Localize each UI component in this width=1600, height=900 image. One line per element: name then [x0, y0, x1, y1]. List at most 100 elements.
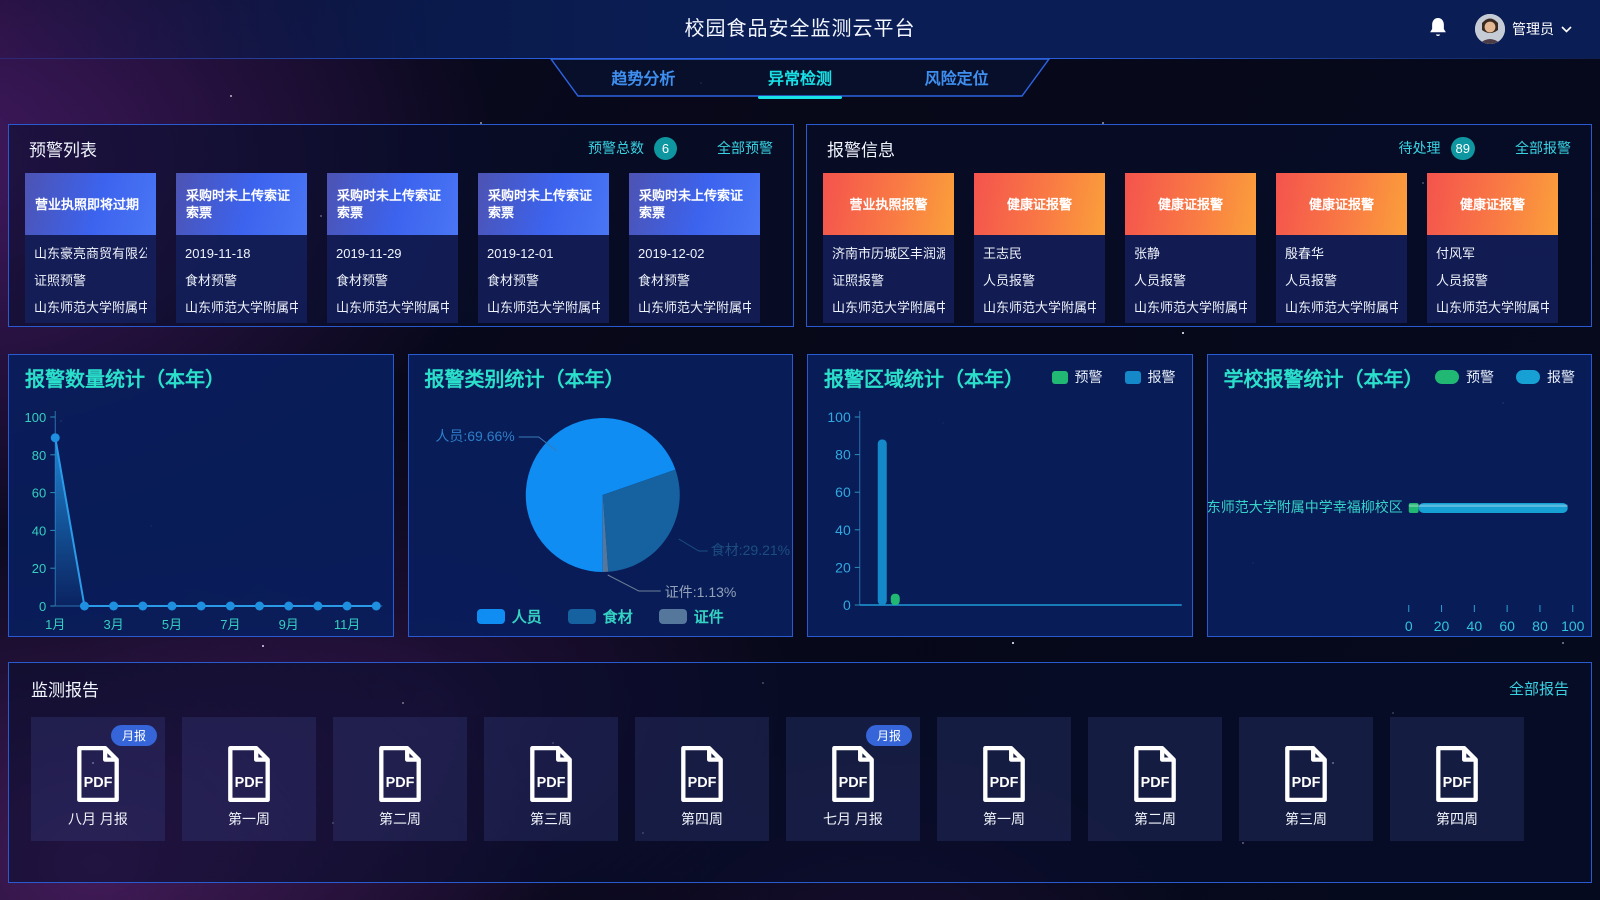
warning-card[interactable]: 采购时未上传索证索票 2019-11-29 食材预警 山东师范大学附属中...: [327, 173, 458, 323]
page-title: 校园食品安全监测云平台: [684, 18, 916, 40]
svg-text:PDF: PDF: [839, 775, 868, 791]
tab-anomaly-detection[interactable]: 异常检测: [757, 61, 842, 99]
school-alarm-chart-panel: 学校报警统计（本年） 预警 报警 山东师范大学附属中学幸福柳校区 0 20 40 60 8…: [1192, 354, 1592, 637]
tab-trend-analysis[interactable]: 趋势分析: [611, 71, 676, 88]
warning-card[interactable]: 营业执照即将过期 山东豪亮商贸有限公司 证照预警 山东师范大学附属中...: [25, 173, 156, 323]
svg-text:食材:29.21%: 食材:29.21%: [710, 542, 789, 558]
report-panel: 监测报告 全部报告 月报 PDF 八月 月报 PDF 第一周 PDF 第二周: [8, 662, 1592, 883]
alarm-card[interactable]: 健康证报警 付风军 人员报警 山东师范大学附属中...: [1427, 173, 1558, 323]
svg-text:5月: 5月: [162, 617, 182, 632]
pdf-icon: PDF: [1436, 745, 1478, 803]
report-card[interactable]: PDF 第二周: [333, 717, 467, 841]
pdf-icon: PDF: [681, 745, 723, 803]
alarm-card[interactable]: 健康证报警 王志民 人员报警 山东师范大学附属中...: [974, 173, 1105, 323]
pdf-icon: PDF: [77, 745, 119, 803]
svg-text:7月: 7月: [220, 617, 240, 632]
svg-text:PDF: PDF: [688, 775, 717, 791]
svg-text:40: 40: [1466, 618, 1482, 634]
chevron-down-icon: [1561, 25, 1572, 33]
school-alarm-chart-title: 学校报警统计（本年）: [1223, 368, 1424, 391]
alarm-category-chart-panel: 报警类别统计（本年） 人员:69.66% 食材:29.21% 证件:1.13% 人员…: [407, 354, 793, 637]
pdf-icon: PDF: [1285, 745, 1327, 803]
legend-item-ingredients[interactable]: 食材: [567, 606, 633, 627]
svg-text:0: 0: [39, 599, 46, 614]
svg-text:1月: 1月: [45, 617, 65, 632]
legend-item-certificates[interactable]: 证件: [658, 606, 724, 627]
svg-text:3月: 3月: [103, 617, 123, 632]
alarm-card[interactable]: 健康证报警 殷春华 人员报警 山东师范大学附属中...: [1276, 173, 1407, 323]
alarm-region-chart-title: 报警区域统计（本年）: [824, 368, 1024, 391]
alarm-card[interactable]: 健康证报警 张静 人员报警 山东师范大学附属中...: [1125, 173, 1256, 323]
svg-text:20: 20: [32, 561, 46, 576]
legend-item-warning[interactable]: 预警: [1435, 367, 1494, 387]
pdf-icon: PDF: [1134, 745, 1176, 803]
svg-text:PDF: PDF: [1292, 775, 1321, 791]
svg-text:人员:69.66%: 人员:69.66%: [435, 428, 514, 444]
report-card-list: 月报 PDF 八月 月报 PDF 第一周 PDF 第二周 PDF 第三周 P: [9, 713, 1591, 841]
warning-card[interactable]: 采购时未上传索证索票 2019-11-18 食材预警 山东师范大学附属中...: [176, 173, 307, 323]
all-alarms-link[interactable]: 全部报警: [1515, 140, 1571, 156]
svg-text:40: 40: [32, 523, 46, 538]
report-card[interactable]: PDF 第二周: [1088, 717, 1222, 841]
alarm-card[interactable]: 营业执照报警 济南市历城区丰润源... 证照报警 山东师范大学附属中...: [823, 173, 954, 323]
alarm-count-chart-panel: 报警数量统计（本年） 0 20 40 60 80 100 1月 3月 5月 7月 9月 11月: [8, 354, 394, 637]
alarm-category-chart: 人员:69.66% 食材:29.21% 证件:1.13%: [409, 399, 793, 604]
svg-text:PDF: PDF: [990, 775, 1019, 791]
all-warnings-link[interactable]: 全部预警: [717, 140, 773, 156]
school-alarm-chart: 山东师范大学附属中学幸福柳校区 0 20 40 60 80 100: [1192, 399, 1592, 641]
report-card[interactable]: PDF 第一周: [937, 717, 1071, 841]
active-tab-underline: [757, 96, 842, 99]
svg-text:PDF: PDF: [386, 775, 415, 791]
monthly-badge: 月报: [865, 725, 912, 746]
legend-item-alarm[interactable]: 报警: [1124, 367, 1176, 387]
legend-item-warning[interactable]: 预警: [1051, 367, 1103, 387]
report-card[interactable]: PDF 第四周: [1390, 717, 1524, 841]
alarm-pending-badge: 89: [1450, 136, 1475, 160]
warning-card[interactable]: 采购时未上传索证索票 2019-12-02 食材预警 山东师范大学附属中...: [629, 173, 760, 323]
svg-text:0: 0: [843, 597, 851, 613]
alarm-category-chart-title: 报警类别统计（本年）: [424, 368, 625, 391]
notification-bell-icon[interactable]: [1427, 17, 1449, 41]
legend-item-personnel[interactable]: 人员: [476, 606, 542, 627]
legend-item-alarm[interactable]: 报警: [1516, 367, 1575, 387]
alarm-count-chart-title: 报警数量统计（本年）: [25, 368, 225, 391]
svg-text:PDF: PDF: [1443, 775, 1472, 791]
all-reports-link[interactable]: 全部报告: [1508, 680, 1569, 698]
svg-text:20: 20: [835, 559, 851, 575]
avatar: [1475, 14, 1505, 44]
alarm-pending-label: 待处理: [1398, 140, 1441, 156]
user-menu[interactable]: 管理员: [1475, 14, 1572, 44]
report-card[interactable]: PDF 第三周: [484, 717, 618, 841]
svg-text:100: 100: [1561, 618, 1585, 634]
alarm-count-chart: 0 20 40 60 80 100 1月 3月 5月 7月 9月 11月: [9, 399, 393, 641]
svg-text:PDF: PDF: [537, 775, 566, 791]
alarm-region-chart-panel: 报警区域统计（本年） 预警 报警 0 20 40 60 80 100: [807, 354, 1193, 637]
warning-count-label: 预警总数: [588, 140, 644, 156]
svg-text:9月: 9月: [279, 617, 299, 632]
svg-text:11月: 11月: [334, 617, 361, 632]
user-name: 管理员: [1512, 21, 1554, 37]
report-card[interactable]: PDF 第三周: [1239, 717, 1373, 841]
svg-text:40: 40: [835, 522, 851, 538]
svg-text:PDF: PDF: [235, 775, 264, 791]
report-card[interactable]: PDF 第一周: [182, 717, 316, 841]
svg-text:PDF: PDF: [1141, 775, 1170, 791]
pdf-icon: PDF: [832, 745, 874, 803]
pdf-icon: PDF: [530, 745, 572, 803]
app-header: 校园食品安全监测云平台 管理员: [0, 0, 1600, 58]
report-card[interactable]: 月报 PDF 七月 月报: [786, 717, 920, 841]
svg-text:0: 0: [1404, 618, 1412, 634]
pdf-icon: PDF: [228, 745, 270, 803]
svg-text:证件:1.13%: 证件:1.13%: [664, 584, 736, 599]
report-card[interactable]: PDF 第四周: [635, 717, 769, 841]
tab-risk-location[interactable]: 风险定位: [924, 71, 989, 88]
tab-strip: 趋势分析 异常检测 风险定位: [0, 58, 1600, 100]
pdf-icon: PDF: [983, 745, 1025, 803]
svg-text:80: 80: [32, 448, 46, 463]
report-card[interactable]: 月报 PDF 八月 月报: [31, 717, 165, 841]
warning-card[interactable]: 采购时未上传索证索票 2019-12-01 食材预警 山东师范大学附属中...: [478, 173, 609, 323]
svg-text:100: 100: [25, 410, 47, 425]
svg-text:100: 100: [827, 409, 851, 425]
svg-text:PDF: PDF: [84, 775, 113, 791]
region-chart-legend: 预警 报警: [1051, 367, 1176, 387]
